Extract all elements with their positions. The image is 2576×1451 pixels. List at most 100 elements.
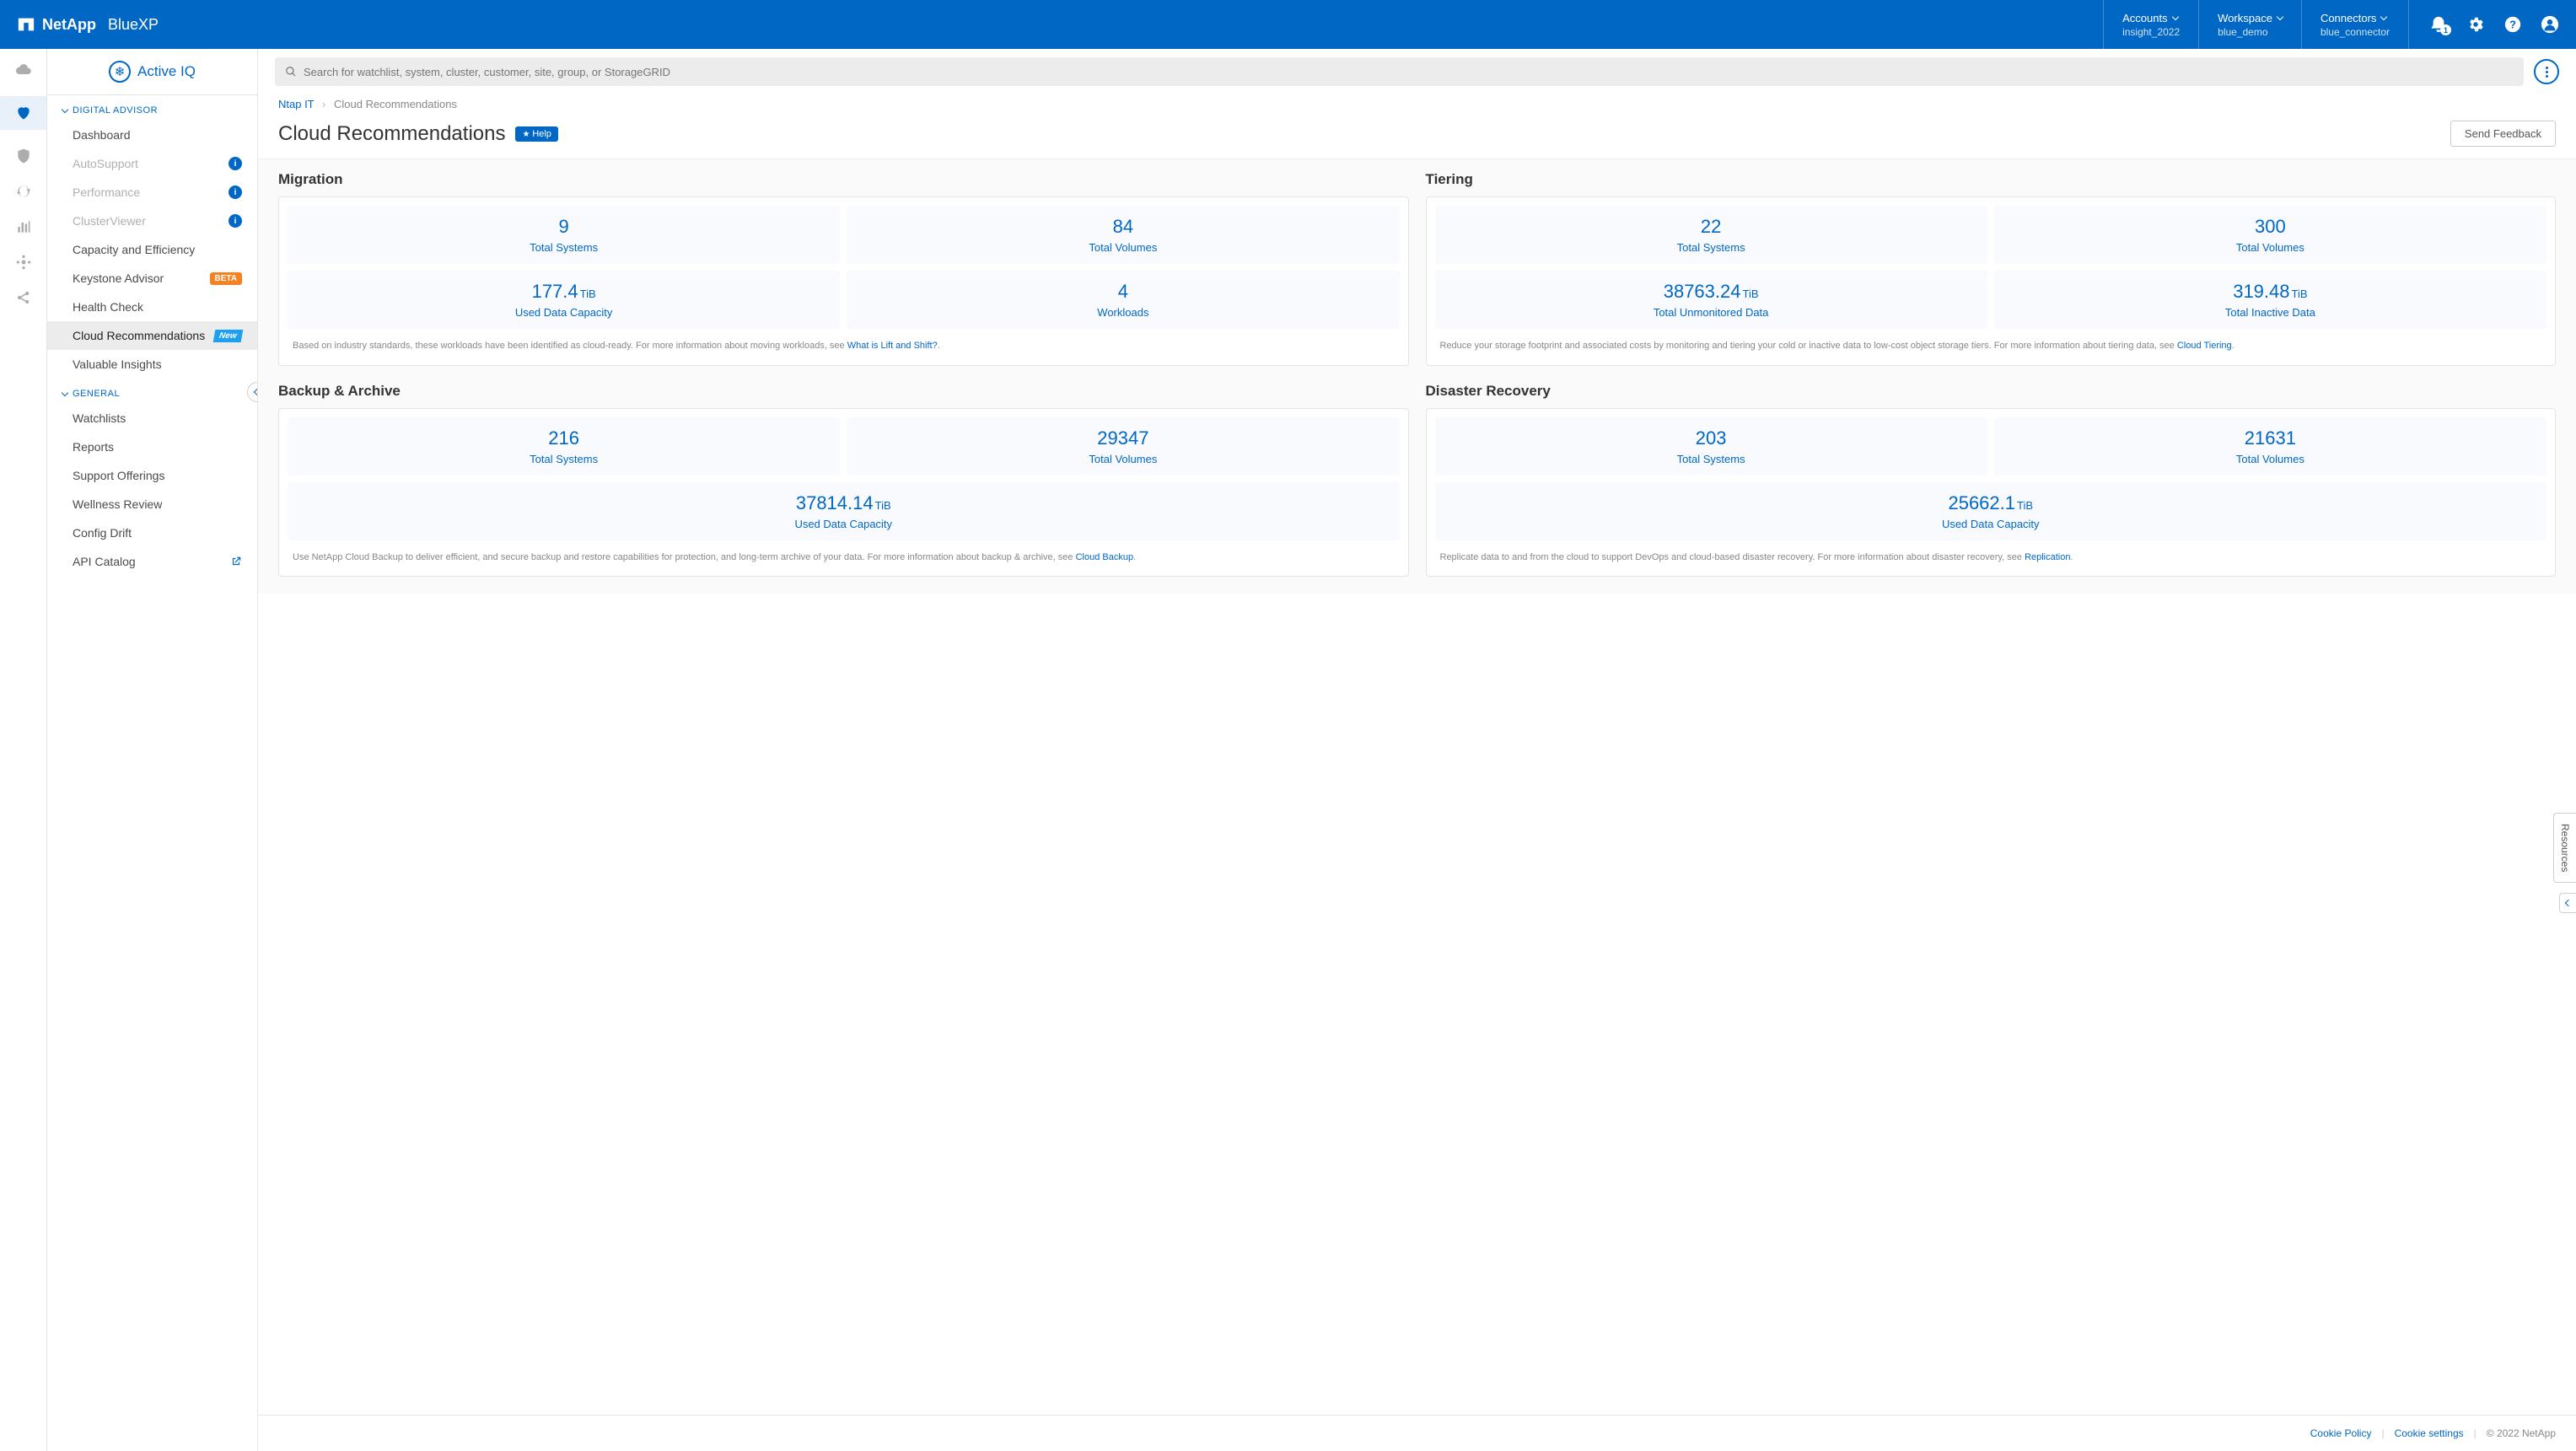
page-title-text: Cloud Recommendations	[278, 122, 505, 146]
rail-sync-icon[interactable]	[14, 182, 33, 201]
nav-item-watchlists[interactable]: Watchlists	[47, 404, 257, 433]
card-footer: Reduce your storage footprint and associ…	[1435, 329, 2547, 353]
breadcrumb-root[interactable]: Ntap IT	[278, 98, 314, 110]
nav-item-api-catalog[interactable]: API Catalog	[47, 547, 257, 576]
page-title-row: Cloud Recommendations Help Send Feedback	[258, 114, 2576, 159]
nav-item-wellness-review[interactable]: Wellness Review	[47, 490, 257, 519]
breadcrumb-current: Cloud Recommendations	[334, 98, 457, 110]
resources-expand[interactable]	[2559, 893, 2576, 913]
nav-item-dashboard[interactable]: Dashboard	[47, 121, 257, 149]
page-title: Cloud Recommendations Help	[278, 122, 558, 146]
brand[interactable]: NetApp BlueXP	[17, 15, 159, 34]
card-footer-link[interactable]: What is Lift and Shift?	[847, 341, 938, 351]
settings-icon[interactable]	[2466, 15, 2485, 34]
nav-item-config-drift[interactable]: Config Drift	[47, 519, 257, 547]
nav-item-keystone-advisor[interactable]: Keystone AdvisorBETA	[47, 264, 257, 293]
stat-box[interactable]: 216 Total Systems	[288, 417, 840, 476]
brand-name: NetApp	[42, 16, 96, 34]
card-footer-link[interactable]: Cloud Tiering	[2177, 341, 2232, 351]
icon-rail	[0, 49, 47, 1451]
rail-extensions-icon[interactable]	[14, 253, 33, 271]
card-footer: Use NetApp Cloud Backup to deliver effic…	[288, 540, 1400, 565]
card-title: Disaster Recovery	[1426, 383, 2557, 400]
stat-box[interactable]: 4 Workloads	[847, 271, 1399, 329]
stat-box[interactable]: 22 Total Systems	[1435, 206, 1987, 264]
card-tiering: Tiering 22 Total Systems 300 Total Volum…	[1426, 171, 2557, 366]
rail-shield-icon[interactable]	[14, 147, 33, 165]
rail-share-icon[interactable]	[14, 288, 33, 307]
activeiq-icon: ❄	[109, 61, 131, 83]
stat-box[interactable]: 29347 Total Volumes	[847, 417, 1399, 476]
cookie-policy-link[interactable]: Cookie Policy	[2310, 1427, 2372, 1439]
info-icon: i	[229, 185, 242, 199]
nav-item-cloud-recommendations[interactable]: Cloud RecommendationsNew	[47, 321, 257, 350]
card-backup: Backup & Archive 216 Total Systems 29347…	[278, 383, 1409, 578]
search-row	[258, 49, 2576, 94]
card-title: Backup & Archive	[278, 383, 1409, 400]
top-icons: 1 ?	[2429, 15, 2559, 34]
content-area: Ntap IT › Cloud Recommendations Cloud Re…	[258, 49, 2576, 1451]
sidebar-header[interactable]: ❄ Active IQ	[47, 49, 257, 95]
send-feedback-btn[interactable]: Send Feedback	[2450, 121, 2556, 147]
nav-item-autosupport[interactable]: AutoSupporti	[47, 149, 257, 178]
card-dr: Disaster Recovery 203 Total Systems 2163…	[1426, 383, 2557, 578]
account-icon[interactable]	[2541, 15, 2559, 34]
nav-item-health-check[interactable]: Health Check	[47, 293, 257, 321]
resources-tab[interactable]: Resources	[2553, 813, 2576, 883]
top-selectors: Accountsinsight_2022Workspaceblue_demoCo…	[2103, 0, 2409, 49]
beta-badge: BETA	[210, 272, 242, 285]
help-icon[interactable]: ?	[2503, 15, 2522, 34]
card-footer: Based on industry standards, these workl…	[288, 329, 1400, 353]
nav-item-reports[interactable]: Reports	[47, 433, 257, 461]
dashboard: Migration 9 Total Systems 84 Total Volum…	[258, 159, 2576, 594]
rail-analytics-icon[interactable]	[14, 218, 33, 236]
svg-text:?: ?	[2509, 19, 2516, 31]
footer: Cookie Policy | Cookie settings | © 2022…	[258, 1415, 2576, 1451]
search-icon	[285, 66, 297, 78]
more-options-btn[interactable]	[2534, 59, 2559, 84]
new-badge: New	[213, 330, 243, 342]
search-box[interactable]	[275, 57, 2524, 86]
nav-section-general[interactable]: GENERAL	[47, 379, 257, 404]
stat-box[interactable]: 319.48TiB Total Inactive Data	[1994, 271, 2546, 329]
nav-item-support-offerings[interactable]: Support Offerings	[47, 461, 257, 490]
cookie-settings-link[interactable]: Cookie settings	[2395, 1427, 2464, 1439]
sidebar: ❄ Active IQ DIGITAL ADVISORDashboardAuto…	[47, 49, 258, 1451]
card-footer-link[interactable]: Cloud Backup	[1076, 552, 1134, 562]
nav-item-valuable-insights[interactable]: Valuable Insights	[47, 350, 257, 379]
top-selector-accounts[interactable]: Accountsinsight_2022	[2103, 0, 2198, 49]
stat-box[interactable]: 177.4TiB Used Data Capacity	[288, 271, 840, 329]
info-icon: i	[229, 214, 242, 228]
rail-health-icon[interactable]	[0, 96, 46, 130]
copyright: © 2022 NetApp	[2487, 1427, 2556, 1439]
nav-section-digital-advisor[interactable]: DIGITAL ADVISOR	[47, 95, 257, 121]
stat-box[interactable]: 203 Total Systems	[1435, 417, 1987, 476]
breadcrumb: Ntap IT › Cloud Recommendations	[258, 94, 2576, 114]
top-selector-connectors[interactable]: Connectorsblue_connector	[2301, 0, 2409, 49]
info-icon: i	[229, 157, 242, 170]
nav-item-clusterviewer[interactable]: ClusterVieweri	[47, 207, 257, 235]
notif-badge: 1	[2440, 24, 2451, 35]
nav-item-performance[interactable]: Performancei	[47, 178, 257, 207]
top-selector-workspace[interactable]: Workspaceblue_demo	[2198, 0, 2301, 49]
stat-box[interactable]: 38763.24TiB Total Unmonitored Data	[1435, 271, 1987, 329]
stat-box[interactable]: 9 Total Systems	[288, 206, 840, 264]
card-footer-link[interactable]: Replication	[2025, 552, 2070, 562]
stat-box[interactable]: 21631 Total Volumes	[1994, 417, 2546, 476]
help-badge[interactable]: Help	[515, 126, 557, 142]
card-footer: Replicate data to and from the cloud to …	[1435, 540, 2547, 565]
breadcrumb-sep: ›	[322, 98, 325, 110]
sidebar-product: Active IQ	[137, 63, 196, 80]
nav-item-capacity-and-efficiency[interactable]: Capacity and Efficiency	[47, 235, 257, 264]
notifications-icon[interactable]: 1	[2429, 15, 2448, 34]
search-input[interactable]	[304, 66, 2514, 78]
netapp-logo-icon	[17, 15, 35, 34]
brand-product: BlueXP	[108, 16, 159, 34]
card-migration: Migration 9 Total Systems 84 Total Volum…	[278, 171, 1409, 366]
stat-box[interactable]: 300 Total Volumes	[1994, 206, 2546, 264]
stat-box[interactable]: 25662.1TiB Used Data Capacity	[1435, 482, 2547, 540]
rail-cloud-icon[interactable]	[14, 61, 33, 79]
card-title: Tiering	[1426, 171, 2557, 188]
stat-box[interactable]: 37814.14TiB Used Data Capacity	[288, 482, 1400, 540]
stat-box[interactable]: 84 Total Volumes	[847, 206, 1399, 264]
